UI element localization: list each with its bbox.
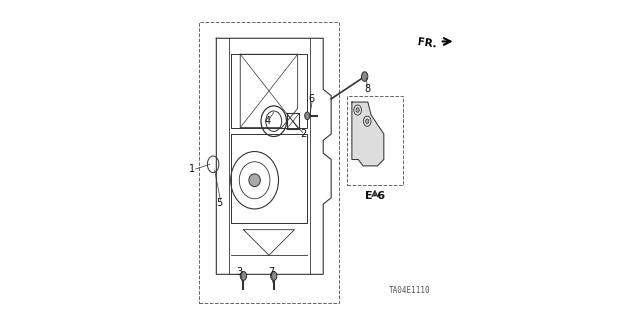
Text: 1: 1 — [189, 164, 195, 174]
Ellipse shape — [249, 174, 260, 187]
Text: 3: 3 — [237, 267, 243, 277]
Bar — [347, 96, 403, 185]
Bar — [199, 22, 339, 303]
Ellipse shape — [356, 108, 359, 112]
Text: 2: 2 — [300, 129, 307, 139]
Text: E-6: E-6 — [365, 191, 385, 201]
Ellipse shape — [305, 112, 310, 120]
Text: 8: 8 — [364, 84, 371, 94]
Ellipse shape — [365, 119, 369, 123]
Text: 6: 6 — [308, 94, 314, 104]
Ellipse shape — [362, 72, 368, 81]
Text: TA04E1110: TA04E1110 — [388, 286, 430, 295]
Ellipse shape — [240, 271, 246, 280]
Text: 5: 5 — [216, 197, 223, 208]
Polygon shape — [352, 102, 384, 166]
Text: FR.: FR. — [417, 37, 437, 50]
Ellipse shape — [271, 271, 277, 280]
Text: 7: 7 — [268, 267, 275, 277]
Text: 4: 4 — [264, 116, 271, 126]
